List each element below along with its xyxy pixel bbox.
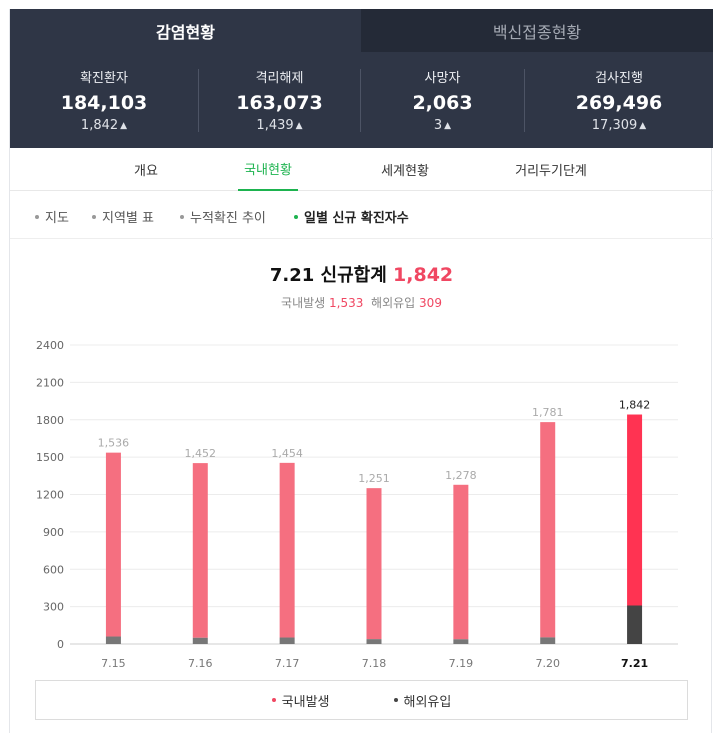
summary-domestic: 1,533 bbox=[329, 296, 364, 310]
stat-value: 2,063 bbox=[412, 92, 473, 114]
bullet-icon bbox=[35, 215, 39, 219]
subtab-distancing[interactable]: 거리두기단계 bbox=[515, 164, 587, 179]
y-tick-label: 0 bbox=[57, 638, 64, 651]
bar-domestic bbox=[192, 463, 208, 638]
x-tick-label: 7.15 bbox=[101, 657, 126, 670]
view-filters: 지도 지역별 표 누적확진 추이 일별 신규 확진자수 bbox=[10, 192, 713, 239]
x-tick-label: 7.17 bbox=[275, 657, 300, 670]
data-label: 1,454 bbox=[271, 447, 303, 460]
data-label: 1,278 bbox=[445, 469, 477, 482]
legend-domestic: 국내발생 bbox=[271, 691, 330, 710]
stat-change: 1,842 ▲ bbox=[80, 118, 128, 133]
y-tick-label: 600 bbox=[43, 563, 64, 576]
bar-imported bbox=[279, 637, 295, 644]
filter-cumulative-trend[interactable]: 누적확진 추이 bbox=[180, 207, 266, 226]
divider bbox=[198, 69, 199, 132]
bar-domestic bbox=[366, 488, 382, 640]
subtab-world[interactable]: 세계현황 bbox=[381, 164, 429, 179]
bar-imported bbox=[540, 637, 556, 644]
bar-domestic bbox=[540, 422, 556, 638]
bar-imported bbox=[105, 636, 121, 644]
stat-label: 검사진행 bbox=[595, 71, 643, 86]
up-arrow-icon: ▲ bbox=[120, 121, 128, 131]
bar-imported bbox=[453, 639, 469, 644]
x-tick-label: 7.19 bbox=[449, 657, 474, 670]
stat-label: 격리해제 bbox=[255, 71, 304, 86]
summary-title: 7.21 신규합계 1,842 bbox=[269, 264, 454, 286]
legend-imported: 해외유입 bbox=[393, 691, 451, 710]
bullet-icon bbox=[294, 215, 298, 219]
data-label: 1,251 bbox=[358, 472, 390, 485]
up-arrow-icon: ▲ bbox=[639, 121, 647, 131]
data-label: 1,781 bbox=[532, 406, 564, 419]
stat-label: 확진환자 bbox=[80, 71, 128, 86]
subtab-overview[interactable]: 개요 bbox=[134, 164, 158, 179]
legend-dot-icon bbox=[393, 698, 398, 702]
stat-change: 3 ▲ bbox=[433, 118, 452, 133]
stat-deaths: 사망자 2,063 3 ▲ bbox=[361, 65, 524, 137]
y-tick-label: 1800 bbox=[36, 414, 64, 427]
summary-imported: 309 bbox=[419, 296, 442, 310]
x-tick-label: 7.18 bbox=[362, 657, 387, 670]
stat-value: 163,073 bbox=[236, 92, 323, 114]
legend-dot-icon bbox=[271, 698, 276, 702]
divider bbox=[360, 69, 361, 132]
tab-vaccination-status[interactable]: 백신접종현황 bbox=[361, 9, 713, 52]
bar-imported bbox=[627, 605, 643, 644]
up-arrow-icon: ▲ bbox=[444, 121, 452, 131]
stat-released: 격리해제 163,073 1,439 ▲ bbox=[199, 65, 360, 137]
filter-region-table[interactable]: 지역별 표 bbox=[92, 207, 154, 226]
bar-domestic bbox=[627, 414, 643, 606]
data-label: 1,842 bbox=[619, 399, 651, 412]
tab-infection-status[interactable]: 감염현황 bbox=[10, 9, 361, 52]
filter-map[interactable]: 지도 bbox=[35, 207, 69, 226]
x-tick-label: 7.16 bbox=[188, 657, 213, 670]
y-tick-label: 1500 bbox=[36, 451, 64, 464]
subtab-domestic[interactable]: 국내현황 bbox=[238, 148, 298, 191]
y-tick-label: 2400 bbox=[36, 339, 64, 352]
bar-imported bbox=[192, 637, 208, 644]
summary-total: 1,842 bbox=[393, 264, 454, 286]
stat-value: 269,496 bbox=[575, 92, 663, 114]
bar-domestic bbox=[279, 462, 295, 638]
y-tick-label: 900 bbox=[43, 526, 64, 539]
x-tick-label: 7.20 bbox=[535, 657, 560, 670]
stat-confirmed: 확진환자 184,103 1,842 ▲ bbox=[10, 65, 198, 137]
stat-value: 184,103 bbox=[60, 92, 148, 114]
stat-label: 사망자 bbox=[424, 71, 461, 86]
bullet-icon bbox=[92, 215, 96, 219]
divider bbox=[524, 69, 525, 132]
daily-cases-chart: 0 300 600 900 1200 1500 1800 2100 2400 1,536 7.15 1… bbox=[36, 339, 678, 670]
stat-testing: 검사진행 269,496 17,309 ▲ bbox=[525, 65, 713, 137]
chart-legend: 국내발생 해외유입 bbox=[35, 680, 688, 720]
status-header: 감염현황 백신접종현황 확진환자 184,103 1,842 ▲ 격리해제 163… bbox=[10, 9, 713, 148]
bar-imported bbox=[366, 639, 382, 644]
covid-status-panel: 감염현황 백신접종현황 확진환자 184,103 1,842 ▲ 격리해제 163… bbox=[9, 9, 713, 733]
y-tick-label: 1200 bbox=[36, 489, 64, 502]
x-tick-label: 7.21 bbox=[621, 657, 648, 670]
bar-domestic bbox=[105, 452, 121, 637]
filter-daily-new[interactable]: 일별 신규 확진자수 bbox=[294, 207, 409, 226]
up-arrow-icon: ▲ bbox=[295, 121, 303, 131]
summary-breakdown: 국내발생 1,533 해외유입 309 bbox=[281, 296, 442, 310]
bar-domestic bbox=[453, 484, 469, 640]
stat-change: 1,439 ▲ bbox=[256, 118, 303, 133]
data-label: 1,536 bbox=[98, 437, 130, 450]
sub-tabs: 개요 국내현황 세계현황 거리두기단계 bbox=[10, 148, 713, 191]
data-label: 1,452 bbox=[185, 447, 217, 460]
y-tick-label: 300 bbox=[43, 601, 64, 614]
y-tick-label: 2100 bbox=[36, 376, 64, 389]
bullet-icon bbox=[180, 215, 184, 219]
stat-change: 17,309 ▲ bbox=[591, 118, 647, 133]
